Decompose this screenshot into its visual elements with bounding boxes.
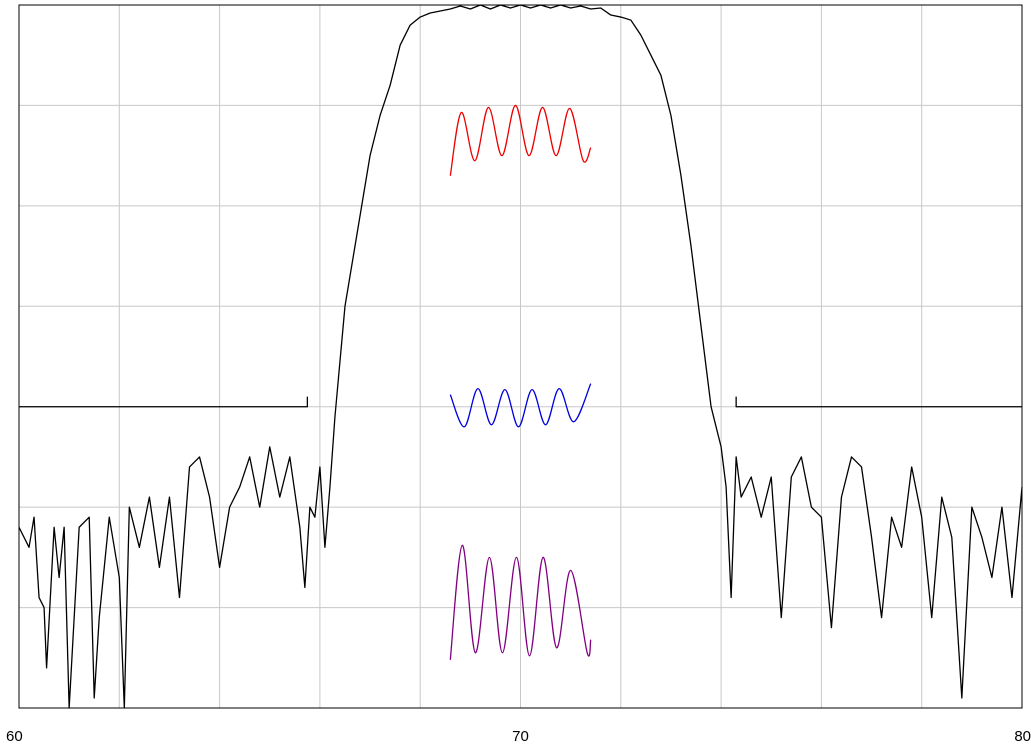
x-tick-label: 80 bbox=[1014, 728, 1031, 745]
series-line bbox=[449, 104, 592, 176]
series-line bbox=[19, 396, 1022, 408]
x-tick-label: 70 bbox=[512, 728, 529, 745]
series-line bbox=[18, 4, 1023, 709]
x-tick-label: 60 bbox=[6, 728, 23, 745]
series-line bbox=[449, 383, 592, 428]
series-line bbox=[449, 544, 592, 660]
